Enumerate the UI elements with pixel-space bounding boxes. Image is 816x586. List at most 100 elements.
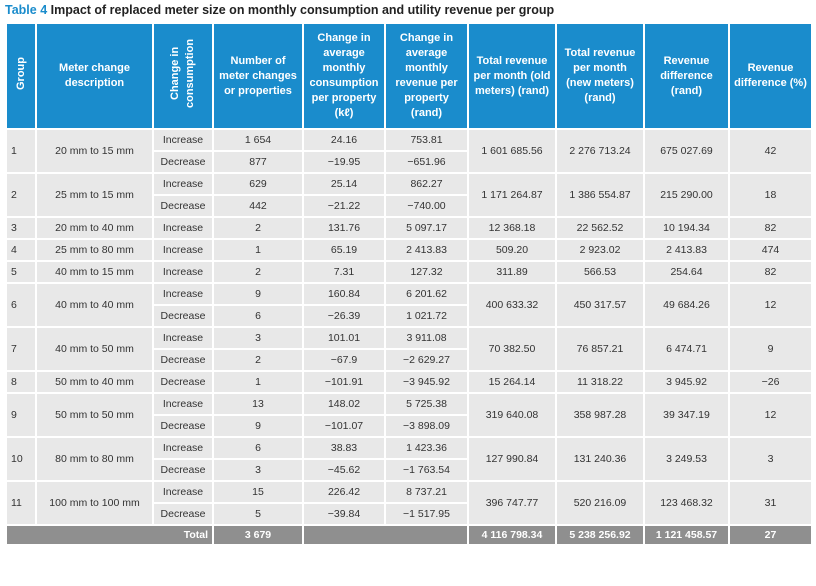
direction-cell: Increase: [152, 392, 214, 416]
total-new-cell: 1 386 554.87: [555, 172, 645, 218]
difference-pct-cell: 42: [728, 128, 813, 174]
table-row: 2 25 mm to 15 mm Increase 629 25.14 862.27 1 1…: [5, 172, 813, 218]
description-cell: 25 mm to 15 mm: [35, 172, 154, 218]
total-old-cell: 12 368.18: [467, 216, 557, 240]
header-cell: Meter change description: [35, 22, 154, 130]
consumption-cell: 65.19: [302, 238, 386, 262]
direction-cell: Increase: [152, 128, 214, 152]
table-row: 6 40 mm to 40 mm Increase 9 160.84 6 201.62 40…: [5, 282, 813, 328]
revenue-cell: 127.32: [384, 260, 469, 284]
difference-pct-cell: 18: [728, 172, 813, 218]
revenue-cell: −3 898.09: [384, 414, 469, 438]
direction-cell: Increase: [152, 238, 214, 262]
consumption-cell: 148.02: [302, 392, 386, 416]
count-cell: 3: [212, 326, 304, 350]
description-cell: 50 mm to 50 mm: [35, 392, 154, 438]
group-cell: 8: [5, 370, 37, 394]
direction-cell: Decrease: [152, 150, 214, 174]
description-cell: 20 mm to 40 mm: [35, 216, 154, 240]
table-body: 1 20 mm to 15 mm Increase 1 654 24.16 753.81 1…: [5, 128, 813, 546]
count-cell: 2: [212, 348, 304, 372]
consumption-cell: 24.16: [302, 128, 386, 152]
consumption-cell: −21.22: [302, 194, 386, 218]
total-new-cell: 11 318.22: [555, 370, 645, 394]
direction-cell: Increase: [152, 436, 214, 460]
count-cell: 6: [212, 304, 304, 328]
header-cell: Revenue difference (rand): [643, 22, 730, 130]
total-old-cell: 400 633.32: [467, 282, 557, 328]
revenue-cell: 5 097.17: [384, 216, 469, 240]
caption-title: Impact of replaced meter size on monthly…: [50, 3, 555, 17]
count-cell: 629: [212, 172, 304, 196]
total-label: Total: [5, 524, 214, 546]
difference-cell: 3 249.53: [643, 436, 730, 482]
count-cell: 1: [212, 238, 304, 262]
consumption-cell: 131.76: [302, 216, 386, 240]
revenue-cell: 1 021.72: [384, 304, 469, 328]
group-cell: 9: [5, 392, 37, 438]
total-new-cell: 520 216.09: [555, 480, 645, 526]
total-old-cell: 70 382.50: [467, 326, 557, 372]
count-cell: 2: [212, 216, 304, 240]
header-cell: Total revenue per month (new meters) (ra…: [555, 22, 645, 130]
revenue-cell: −1 763.54: [384, 458, 469, 482]
direction-cell: Decrease: [152, 348, 214, 372]
table-row: 11 100 mm to 100 mm Increase 15 226.42 8 737.…: [5, 480, 813, 526]
direction-cell: Increase: [152, 172, 214, 196]
total-old-cell: 1 171 264.87: [467, 172, 557, 218]
difference-cell: 123 468.32: [643, 480, 730, 526]
count-cell: 5: [212, 502, 304, 526]
revenue-cell: −2 629.27: [384, 348, 469, 372]
total-old-cell: 319 640.08: [467, 392, 557, 438]
total-new-cell: 450 317.57: [555, 282, 645, 328]
count-cell: 442: [212, 194, 304, 218]
group-cell: 2: [5, 172, 37, 218]
table-row: Decrease 3 −45.62 −1 763.54: [6, 458, 812, 482]
revenue-cell: −1 517.95: [384, 502, 469, 526]
difference-cell: 675 027.69: [643, 128, 730, 174]
header-cell: Total revenue per month (old meters) (ra…: [467, 22, 557, 130]
consumption-cell: 226.42: [302, 480, 386, 504]
table-row: 7 40 mm to 50 mm Increase 3 101.01 3 911.08 70…: [5, 326, 813, 372]
table-row: 10 80 mm to 80 mm Increase 6 38.83 1 423.36 12…: [5, 436, 813, 482]
table-caption: Table 4 Impact of replaced meter size on…: [5, 3, 554, 17]
difference-pct-cell: 82: [728, 216, 813, 240]
header-row: Group Meter change description Change in c…: [5, 22, 813, 130]
table-row: 1 20 mm to 15 mm Increase 1 654 24.16 753.81 1…: [5, 128, 813, 174]
description-cell: 100 mm to 100 mm: [35, 480, 154, 526]
table-row: 9 50 mm to 50 mm Increase 13 148.02 5 725.38 3…: [5, 392, 813, 438]
table-row: Decrease 6 −26.39 1 021.72: [6, 304, 812, 328]
group-cell: 6: [5, 282, 37, 328]
direction-cell: Decrease: [152, 194, 214, 218]
total-old-cell: 1 601 685.56: [467, 128, 557, 174]
consumption-cell: −45.62: [302, 458, 386, 482]
count-cell: 9: [212, 414, 304, 438]
direction-cell: Decrease: [152, 458, 214, 482]
total-new-cell: 22 562.52: [555, 216, 645, 240]
table-row: Decrease 5 −39.84 −1 517.95: [6, 502, 812, 526]
direction-cell: Decrease: [152, 370, 214, 394]
total-total-old: 4 116 798.34: [467, 524, 557, 546]
description-cell: 25 mm to 80 mm: [35, 238, 154, 262]
revenue-cell: 862.27: [384, 172, 469, 196]
table-row: Decrease 877 −19.95 −651.96: [6, 150, 812, 174]
difference-cell: 10 194.34: [643, 216, 730, 240]
total-old-cell: 509.20: [467, 238, 557, 262]
group-cell: 1: [5, 128, 37, 174]
description-cell: 80 mm to 80 mm: [35, 436, 154, 482]
count-cell: 9: [212, 282, 304, 306]
revenue-cell: 3 911.08: [384, 326, 469, 350]
group-cell: 3: [5, 216, 37, 240]
revenue-cell: 753.81: [384, 128, 469, 152]
group-cell: 5: [5, 260, 37, 284]
count-cell: 877: [212, 150, 304, 174]
total-new-cell: 2 923.02: [555, 238, 645, 262]
header-cell: Change in consumption: [152, 22, 214, 130]
total-total-new: 5 238 256.92: [555, 524, 645, 546]
header-cell: Number of meter changes or properties: [212, 22, 304, 130]
table-row: Decrease 2 −67.9 −2 629.27: [6, 348, 812, 372]
total-difference: 1 121 458.57: [643, 524, 730, 546]
caption-label: Table 4: [5, 3, 48, 17]
revenue-cell: 8 737.21: [384, 480, 469, 504]
total-difference-pct: 27: [728, 524, 813, 546]
